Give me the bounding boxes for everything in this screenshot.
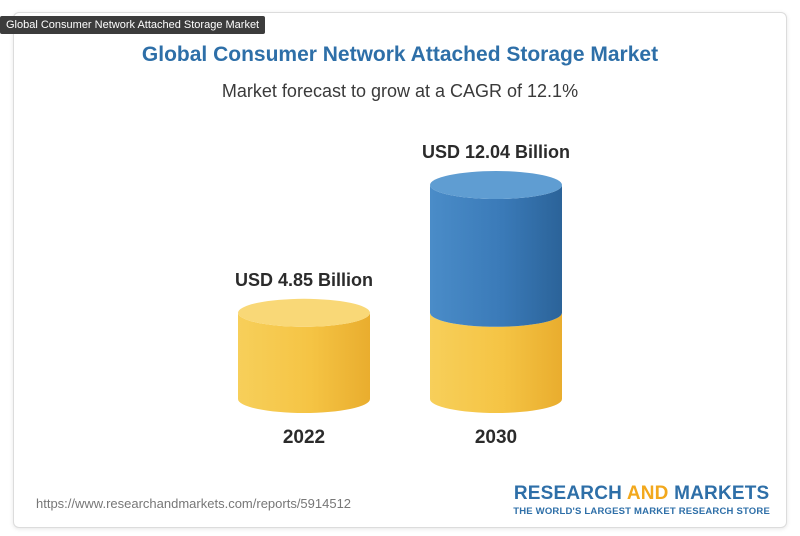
logo-tagline: THE WORLD'S LARGEST MARKET RESEARCH STOR… xyxy=(513,506,770,517)
data-label-2022: USD 4.85 Billion xyxy=(235,270,373,290)
chart-subtitle: Market forecast to grow at a CAGR of 12.… xyxy=(221,81,579,101)
category-label-2030: 2030 xyxy=(475,427,517,448)
bar-body-growth-2030 xyxy=(430,185,562,327)
bar-top-2030 xyxy=(430,171,562,199)
research-and-markets-logo: RESEARCH AND MARKETS THE WORLD'S LARGEST… xyxy=(513,483,770,517)
hover-tooltip: Global Consumer Network Attached Storage… xyxy=(0,16,266,34)
logo-word-and: AND xyxy=(626,483,669,504)
data-label-2030: USD 12.04 Billion xyxy=(422,142,570,162)
logo-word-markets: MARKETS xyxy=(674,483,770,504)
chart-title: Global Consumer Network Attached Storage… xyxy=(141,43,659,66)
bar-body-base-2030 xyxy=(430,312,562,413)
category-label-2022: 2022 xyxy=(283,427,325,448)
logo-word-research: RESEARCH xyxy=(513,483,623,504)
bar-body-base-2022 xyxy=(238,312,370,413)
cylinder-bar-chart: USD 4.85 Billion 2022 USD 12.04 Billion 203… xyxy=(235,142,570,448)
source-url: https://www.researchandmarkets.com/repor… xyxy=(36,496,352,511)
bar-top-2022 xyxy=(238,298,370,327)
infographic-card: Global Consumer Network Attached Storage… xyxy=(13,12,787,528)
